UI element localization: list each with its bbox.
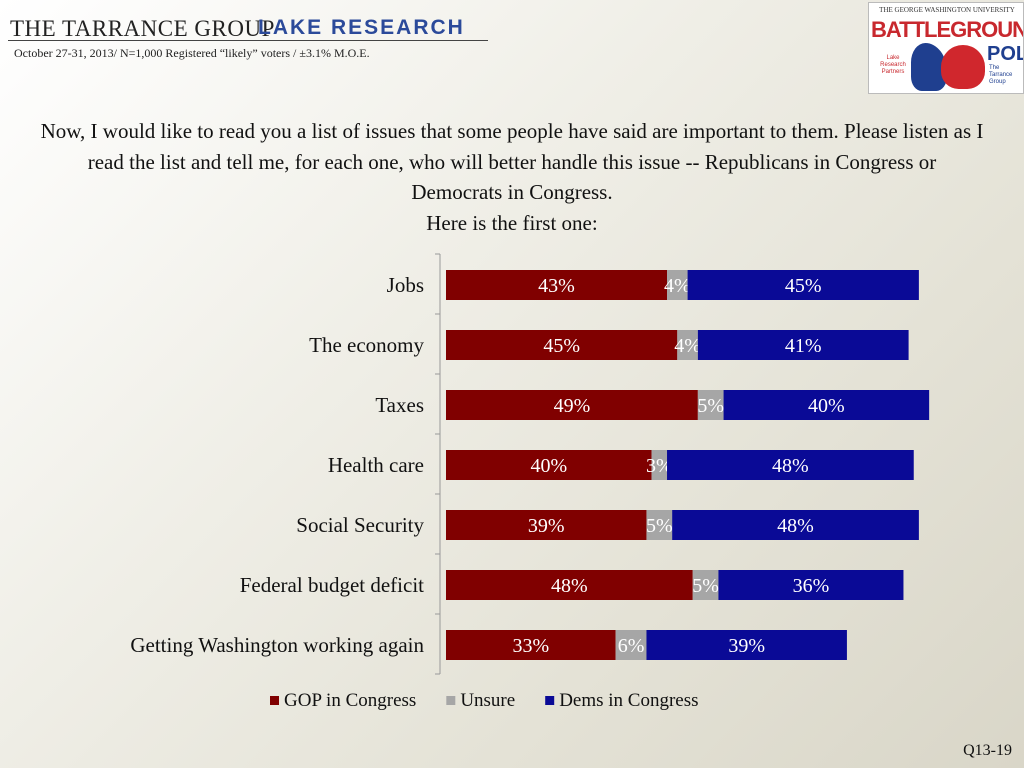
bar-segment: [615, 630, 647, 660]
data-label: 45%: [543, 335, 580, 357]
lake-research-logo: LAKE RESEARCH: [258, 16, 465, 39]
legend-swatch: [545, 696, 555, 705]
data-label: 41%: [785, 335, 822, 357]
poll-battleground-label: BATTLEGROUND: [871, 17, 1023, 42]
category-label: Social Security: [296, 513, 424, 537]
poll-label: POLL: [987, 43, 1023, 65]
data-label: 40%: [808, 395, 845, 417]
bar-segment: [446, 270, 668, 300]
data-label: 5%: [697, 395, 724, 417]
bar-segment: [697, 330, 909, 360]
bar-segment: [646, 630, 847, 660]
stacked-bar-chart: Jobs 43% 4% 45% The economy 45% 4% 41% Taxes 49% 5…: [130, 253, 930, 711]
bar-segment: [446, 510, 647, 540]
category-label: Getting Washington working again: [130, 633, 424, 657]
data-label: 5%: [646, 515, 673, 537]
data-label: 49%: [554, 395, 591, 417]
data-label: 39%: [528, 515, 565, 537]
category-label: Taxes: [375, 393, 424, 417]
bar-segment: [446, 630, 616, 660]
data-label: 5%: [692, 575, 719, 597]
bar-segment: [446, 330, 678, 360]
bar-segment: [446, 570, 693, 600]
poll-university-label: THE GEORGE WASHINGTON UNIVERSITY: [879, 6, 1015, 14]
bar-segment: [677, 330, 698, 360]
bar-segment: [667, 450, 914, 480]
legend-label: Dems in Congress: [559, 690, 698, 711]
question-line-2: Here is the first one:: [426, 210, 598, 235]
slide-code: Q13-19: [963, 742, 1012, 759]
category-label: Health care: [328, 453, 424, 477]
data-label: 40%: [530, 455, 567, 477]
bar-segment: [723, 390, 930, 420]
bar-segment: [697, 390, 724, 420]
survey-info: October 27-31, 2013/ N=1,000 Registered …: [14, 46, 370, 60]
question-text: Now, I would like to read you a list of …: [40, 116, 984, 238]
bar-segment: [718, 570, 904, 600]
data-label: 39%: [728, 635, 765, 657]
poll-tarrance-label: The Tarrance Group: [989, 65, 1013, 85]
data-label: 4%: [664, 275, 691, 297]
category-label: Jobs: [387, 273, 424, 297]
data-label: 6%: [618, 635, 645, 657]
data-label: 36%: [793, 575, 830, 597]
data-label: 4%: [674, 335, 701, 357]
bar-segment: [692, 570, 719, 600]
legend-swatch: [446, 696, 456, 705]
question-line-1: Now, I would like to read you a list of …: [40, 119, 984, 204]
bar-segment: [646, 510, 673, 540]
data-label: 33%: [512, 635, 549, 657]
data-label: 48%: [777, 515, 814, 537]
tarrance-group-logo: THE TARRANCE GROUP: [10, 16, 275, 41]
data-label: 43%: [538, 275, 575, 297]
data-label: 48%: [772, 455, 809, 477]
bar-segment: [446, 450, 652, 480]
bar-segment: [672, 510, 919, 540]
data-label: 45%: [785, 275, 822, 297]
battleground-poll-logo: THE GEORGE WASHINGTON UNIVERSITY BATTLEG…: [868, 2, 1024, 94]
data-label: 48%: [551, 575, 588, 597]
legend-swatch: [270, 696, 279, 705]
bar-segment: [667, 270, 688, 300]
legend-label: GOP in Congress: [284, 690, 416, 711]
legend-label: Unsure: [460, 690, 515, 711]
bar-segment: [687, 270, 919, 300]
elephant-icon: [941, 45, 985, 89]
bar-segment: [446, 390, 698, 420]
category-label: Federal budget deficit: [240, 573, 424, 597]
header-divider: [8, 40, 488, 41]
data-label: 3%: [646, 455, 673, 477]
category-label: The economy: [309, 333, 424, 357]
poll-lake-partners-label: Lake Research Partners: [880, 55, 906, 75]
bar-segment: [651, 450, 668, 480]
